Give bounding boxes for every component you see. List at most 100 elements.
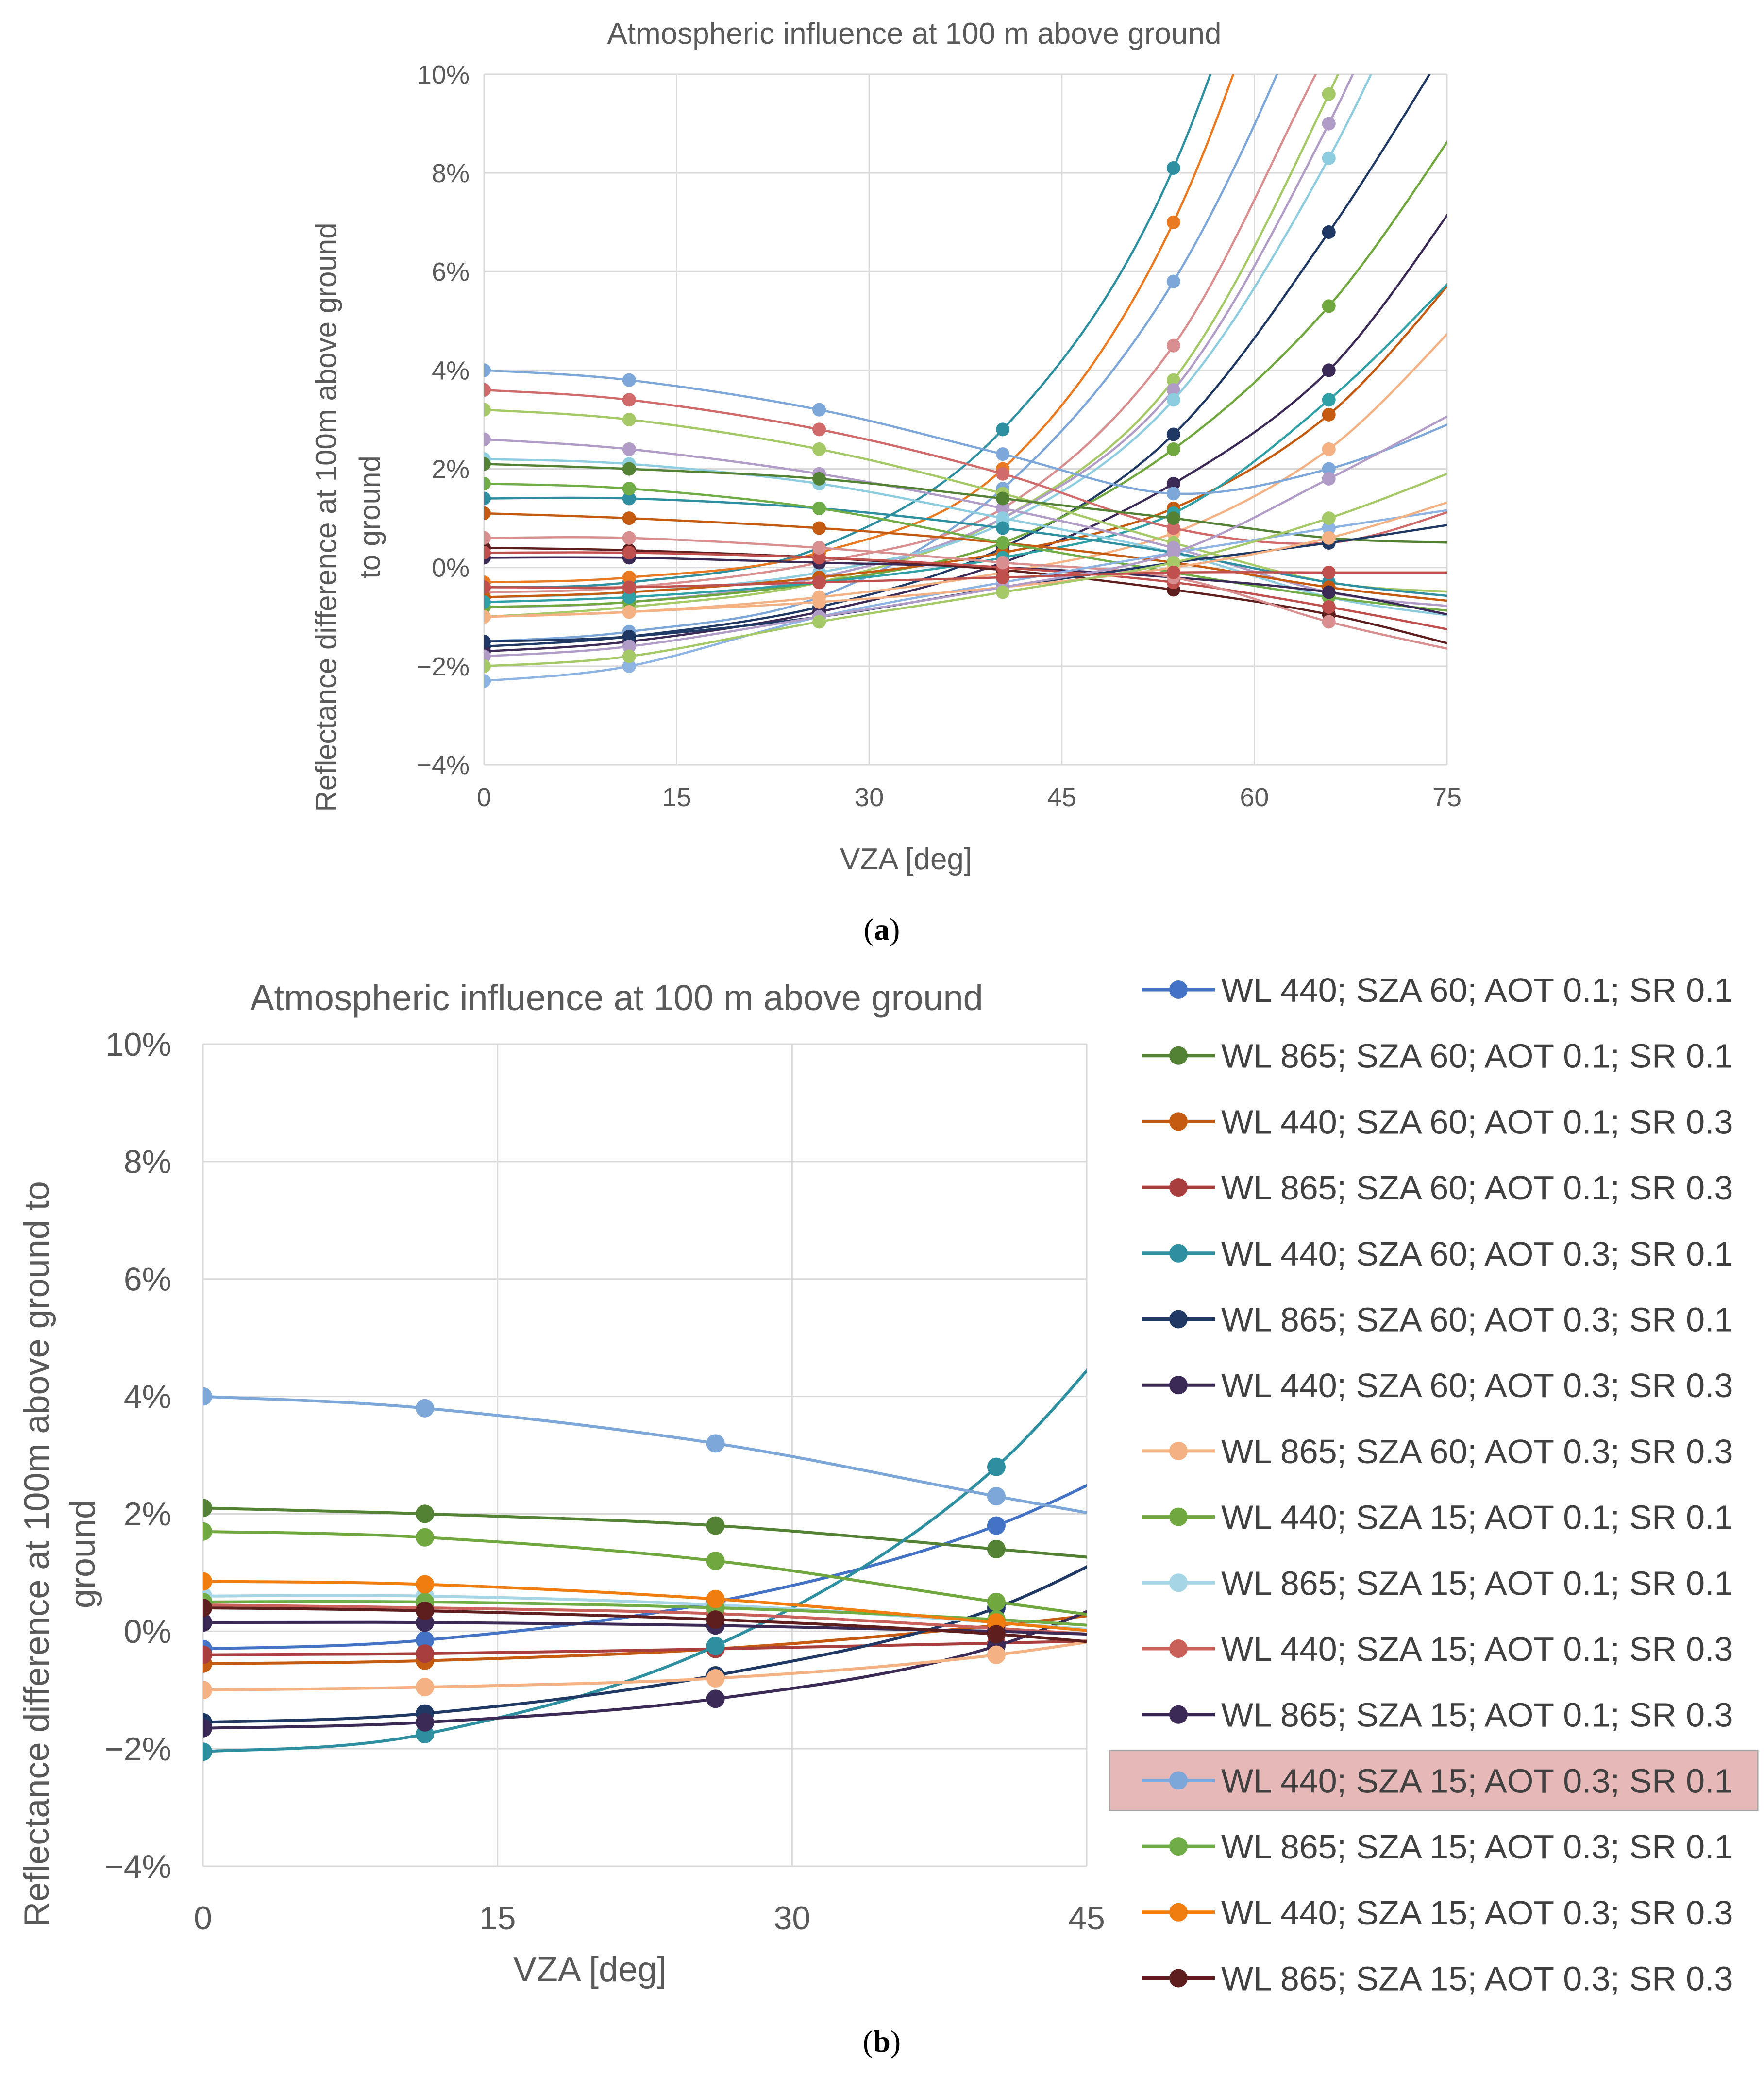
data-point (1166, 477, 1180, 491)
series-line (203, 1610, 1087, 1730)
data-point (622, 511, 636, 525)
data-point (416, 1713, 435, 1732)
data-point (1166, 161, 1180, 175)
data-point (484, 506, 491, 520)
data-point (484, 383, 491, 397)
chart-b-series (203, 1368, 1087, 1761)
data-point (416, 1504, 435, 1523)
data-point (1322, 43, 1336, 56)
y-tick-label: 0% (124, 1613, 171, 1650)
legend-item: WL 440; SZA 15; AOT 0.3; SR 0.3 (1142, 1894, 1733, 1932)
legend-item: WL 865; SZA 15; AOT 0.3; SR 0.3 (1142, 1960, 1733, 1998)
data-point (987, 1539, 1006, 1558)
data-point (987, 1516, 1006, 1535)
data-point (1166, 442, 1180, 456)
legend-item: WL 865; SZA 15; AOT 0.1; SR 0.1 (1142, 1564, 1733, 1602)
data-point (1322, 393, 1336, 407)
data-point (203, 1742, 212, 1761)
y-tick-label: 8% (124, 1144, 171, 1181)
panel-label-a: (a) (864, 912, 900, 946)
data-point (1166, 556, 1180, 570)
data-point (1322, 299, 1336, 313)
data-point (484, 363, 491, 377)
series-9 (203, 1522, 1087, 1616)
data-point (812, 595, 826, 609)
legend-item: WL 440; SZA 15; AOT 0.1; SR 0.3 (1142, 1630, 1733, 1668)
legend-marker (1169, 1112, 1188, 1131)
chart-a-x-ticks: 0 15 30 45 60 75 (477, 783, 1462, 812)
data-point (203, 1387, 212, 1406)
legend-label: WL 865; SZA 60; AOT 0.1; SR 0.1 (1221, 1037, 1733, 1075)
data-point (1322, 531, 1336, 545)
data-point (996, 556, 1010, 570)
data-point (1322, 87, 1336, 101)
data-point (996, 447, 1010, 461)
chart-b-legend: WL 440; SZA 60; AOT 0.1; SR 0.1 WL 865; S… (1109, 971, 1759, 1998)
legend-marker (1169, 1837, 1188, 1856)
data-point (1322, 511, 1336, 525)
data-point (1166, 373, 1180, 387)
legend-label: WL 440; SZA 60; AOT 0.3; SR 0.1 (1221, 1235, 1733, 1273)
data-point (622, 491, 636, 506)
data-point (1322, 442, 1336, 456)
legend-marker (1169, 1507, 1188, 1526)
series-line (484, 74, 1340, 618)
data-point (812, 403, 826, 417)
data-point (622, 605, 636, 619)
x-tick-label: 30 (774, 1900, 811, 1937)
series-line (203, 1368, 1087, 1754)
series-32 (484, 565, 1447, 594)
x-tick-label: 45 (1068, 1900, 1105, 1937)
legend-marker (1169, 1178, 1188, 1197)
data-point (996, 571, 1010, 585)
series-line (203, 1484, 1087, 1651)
chart-b-x-ticks: 0 15 30 45 (194, 1900, 1105, 1937)
legend-item: WL 440; SZA 15; AOT 0.1; SR 0.1 (1142, 1499, 1733, 1536)
legend-item: WL 865; SZA 60; AOT 0.3; SR 0.1 (1142, 1301, 1733, 1339)
legend-item: WL 865; SZA 15; AOT 0.1; SR 0.3 (1142, 1696, 1733, 1734)
chart-b-y-axis-title-line1: Reflectance difference at 100m above gro… (17, 1181, 56, 1927)
y-tick-label: 2% (124, 1496, 171, 1533)
data-point (987, 1487, 1006, 1506)
data-point (1322, 615, 1336, 629)
data-point (484, 432, 491, 446)
data-point (484, 546, 491, 560)
legend-item: WL 440; SZA 60; AOT 0.3; SR 0.1 (1142, 1235, 1733, 1273)
series-4 (203, 1634, 1087, 1664)
series-15 (203, 1572, 1087, 1632)
legend-marker (1169, 1573, 1188, 1592)
data-point (812, 615, 826, 629)
data-point (203, 1499, 212, 1518)
series-5 (203, 1368, 1087, 1761)
y-tick-label: −4% (416, 751, 470, 780)
data-point (812, 501, 826, 515)
y-tick-label: 4% (124, 1378, 171, 1415)
legend-marker (1169, 1310, 1188, 1329)
data-point (203, 1572, 212, 1591)
panel-label-b: (b) (863, 2024, 901, 2059)
chart-a: Atmospheric influence at 100 m above gro… (310, 17, 1462, 876)
data-point (996, 521, 1010, 535)
chart-a-y-axis-title-line2: to ground (353, 456, 386, 579)
data-point (1322, 600, 1336, 614)
data-point (622, 393, 636, 407)
legend-item: WL 865; SZA 60; AOT 0.3; SR 0.3 (1142, 1433, 1733, 1470)
data-point (812, 442, 826, 456)
data-point (622, 649, 636, 663)
chart-b-title: Atmospheric influence at 100 m above gro… (250, 978, 983, 1018)
data-point (622, 571, 636, 585)
data-point (1322, 363, 1336, 377)
data-point (996, 422, 1010, 437)
series-line (484, 74, 1317, 593)
legend-item: WL 865; SZA 15; AOT 0.3; SR 0.1 (1142, 1828, 1733, 1866)
data-point (996, 536, 1010, 550)
legend-item: WL 440; SZA 60; AOT 0.3; SR 0.3 (1142, 1367, 1733, 1404)
data-point (484, 674, 491, 688)
y-tick-label: 2% (432, 455, 470, 484)
data-point (622, 546, 636, 560)
series-7 (484, 43, 1336, 599)
data-point (622, 413, 636, 426)
data-point (1166, 565, 1180, 579)
legend-label: WL 865; SZA 15; AOT 0.1; SR 0.1 (1221, 1564, 1733, 1602)
y-tick-label: −2% (104, 1731, 171, 1768)
